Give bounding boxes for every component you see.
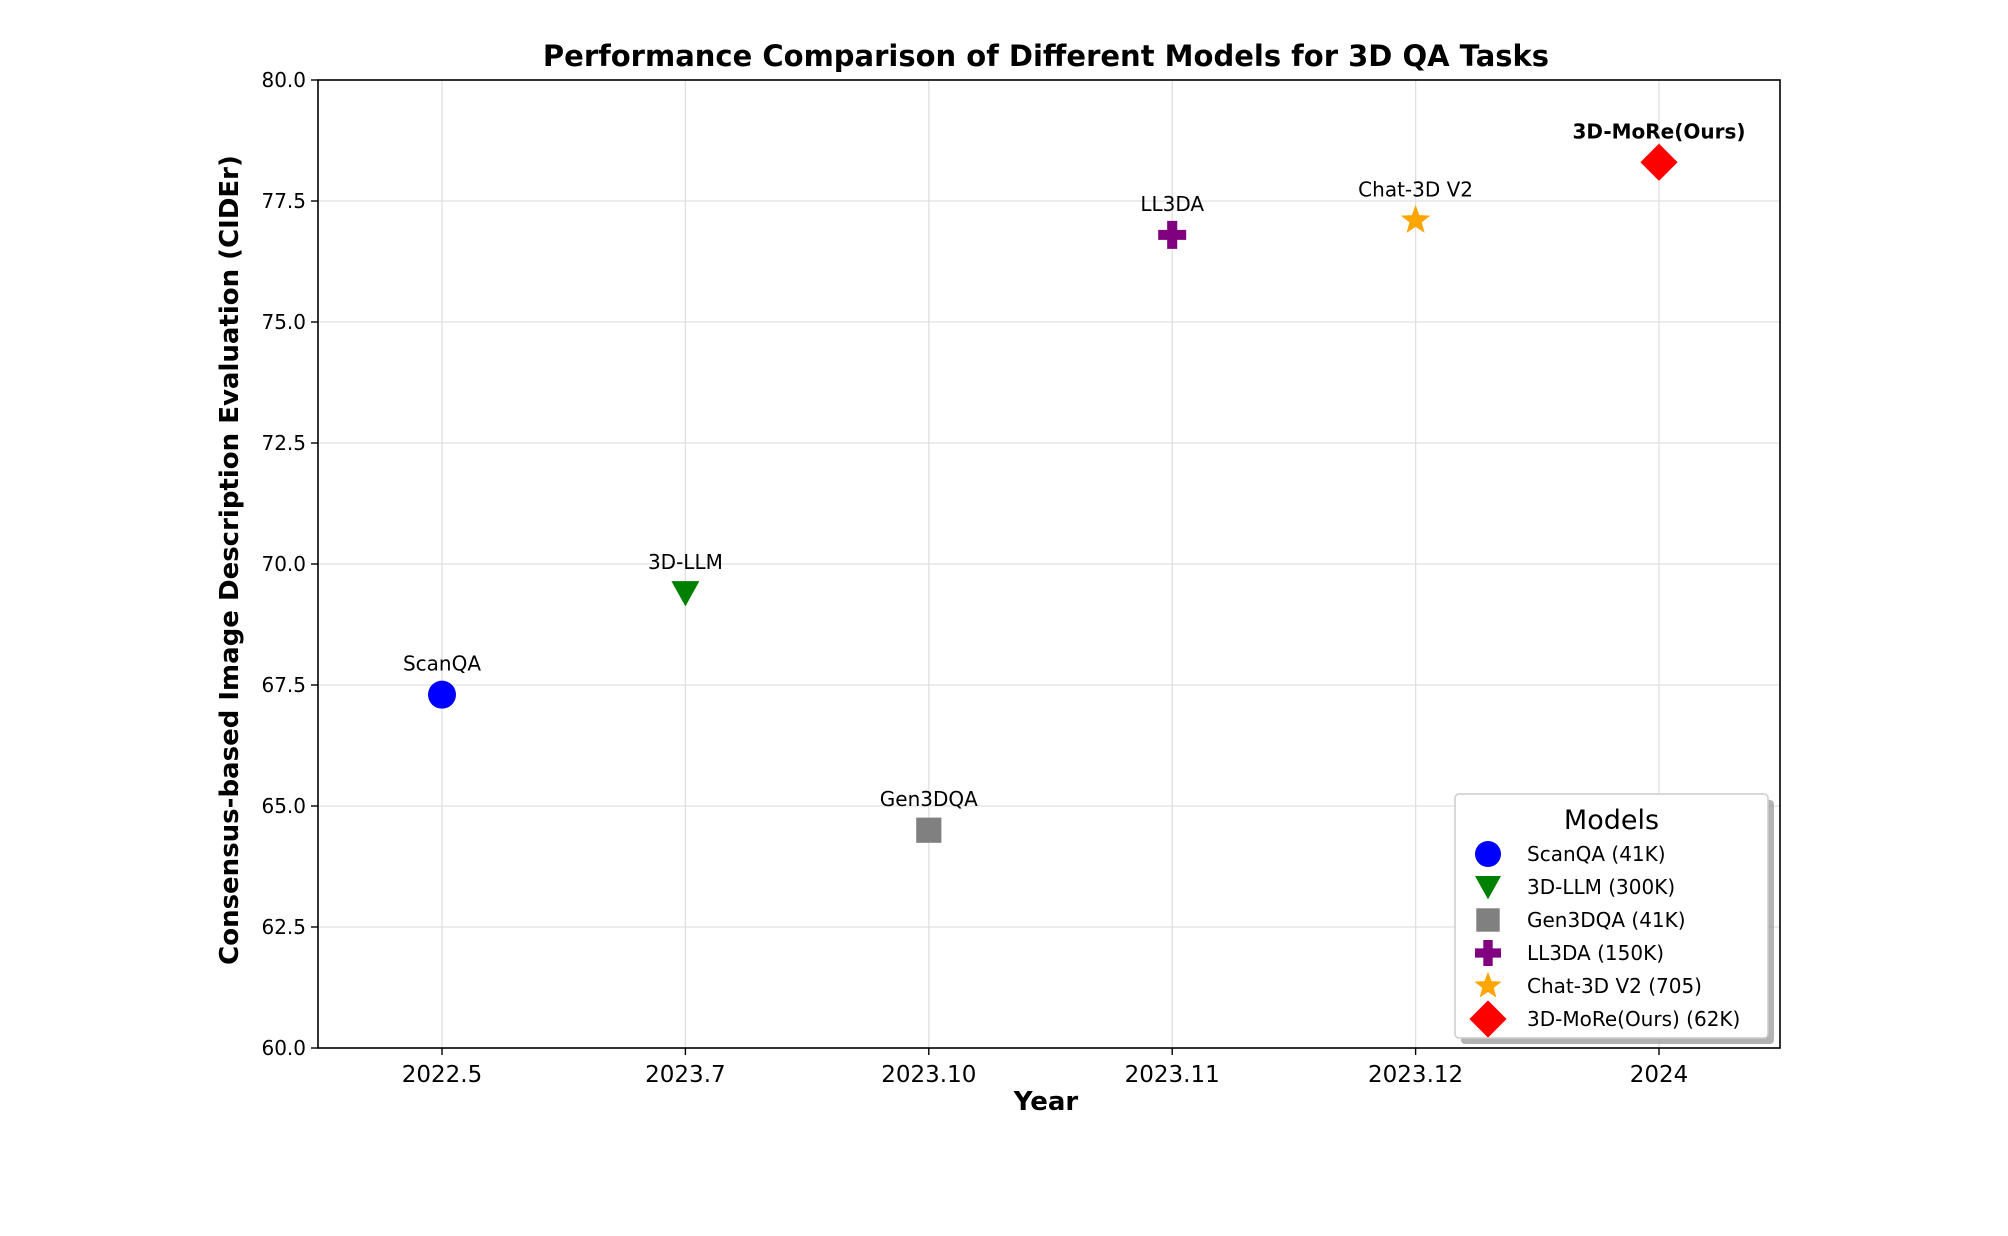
legend-marker-1 — [1475, 875, 1501, 900]
y-tick-label: 62.5 — [261, 915, 306, 939]
x-tick-label: 2023.11 — [1125, 1062, 1220, 1088]
x-axis-ticks: 2022.5 2023.7 2023.10 2023.11 2023.12 2024 — [402, 1048, 1689, 1088]
data-point-5 — [1640, 143, 1678, 181]
y-tick-label: 60.0 — [261, 1036, 306, 1060]
x-tick-label: 2022.5 — [402, 1062, 482, 1088]
point-label: Chat-3D V2 — [1358, 177, 1473, 201]
y-tick-label: 72.5 — [261, 431, 306, 455]
x-axis-label: Year — [1013, 1087, 1079, 1117]
x-tick-label: 2023.12 — [1368, 1062, 1463, 1088]
y-tick-label: 80.0 — [261, 68, 306, 92]
point-label: LL3DA — [1140, 192, 1204, 216]
legend-box — [1454, 793, 1769, 1039]
legend-entry-label: 3D-MoRe(Ours) (62K) — [1527, 1007, 1740, 1031]
x-tick-label: 2023.10 — [881, 1062, 976, 1088]
data-points: ScanQA 3D-LLM Gen3DQA LL3DA Chat-3D V2 3D-MoR… — [403, 119, 1746, 843]
y-tick-label: 67.5 — [261, 673, 306, 697]
grid — [318, 79, 1780, 1049]
legend-entry-label: Gen3DQA (41K) — [1527, 908, 1686, 932]
y-tick-label: 65.0 — [261, 794, 306, 818]
x-tick-label: 2023.7 — [645, 1062, 725, 1088]
point-label: 3D-MoRe(Ours) — [1572, 119, 1745, 143]
legend-marker-4 — [1474, 971, 1502, 998]
legend-entry-label: ScanQA (41K) — [1527, 842, 1666, 866]
legend-marker-0 — [1475, 841, 1501, 867]
legend-entry-label: 3D-LLM (300K) — [1527, 875, 1675, 899]
legend: Models ScanQA (41K) 3D-LLM (300K) Gen3DQA (… — [1454, 793, 1774, 1044]
y-tick-label: 75.0 — [261, 310, 306, 334]
x-tick-label: 2024 — [1630, 1062, 1689, 1088]
data-point-2 — [916, 817, 942, 843]
data-point-1 — [671, 581, 700, 607]
point-label: ScanQA — [403, 652, 481, 676]
legend-marker-5 — [1469, 1000, 1507, 1038]
legend-title: Models — [1564, 805, 1659, 836]
y-tick-label: 77.5 — [261, 189, 306, 213]
legend-marker-2 — [1476, 908, 1500, 932]
y-tick-label: 70.0 — [261, 552, 306, 576]
data-point-0 — [428, 680, 456, 709]
legend-marker-3 — [1475, 940, 1501, 966]
data-point-4 — [1400, 204, 1431, 233]
y-axis-label: Consensus-based Image Description Evalua… — [215, 155, 245, 965]
point-label: 3D-LLM — [648, 550, 723, 574]
chart-title: Performance Comparison of Different Mode… — [543, 39, 1549, 73]
y-axis-ticks: 60.0 62.5 65.0 67.5 70.0 72.5 75.0 77.5 80.0 — [261, 68, 318, 1060]
point-label: Gen3DQA — [880, 787, 978, 811]
legend-entry-label: Chat-3D V2 (705) — [1527, 974, 1702, 998]
legend-entry-label: LL3DA (150K) — [1527, 941, 1664, 965]
data-point-3 — [1158, 220, 1187, 249]
